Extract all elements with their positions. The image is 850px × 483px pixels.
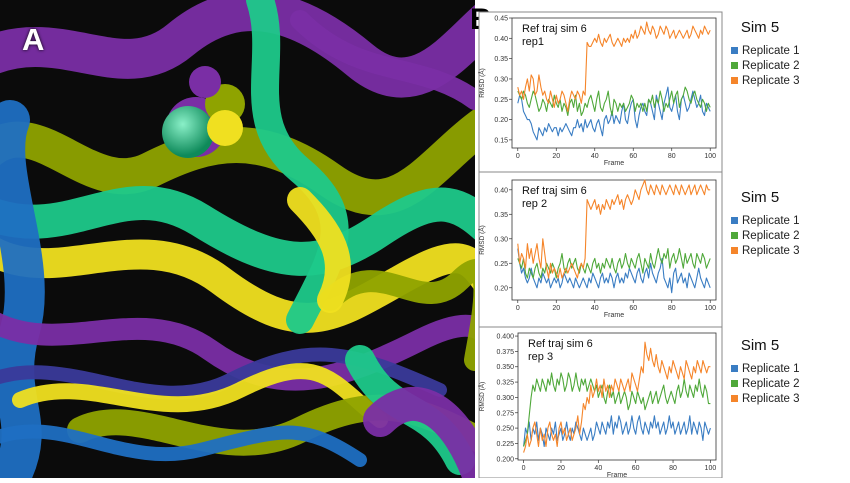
x-tick-label: 20	[552, 153, 560, 160]
protein-ribbon	[12, 363, 388, 428]
legend-entry: Replicate 1	[742, 215, 800, 227]
legend-entry: Replicate 3	[742, 245, 800, 257]
y-tick-label: 0.375	[496, 349, 514, 356]
y-axis-label: RMSD (Å)	[477, 225, 486, 255]
y-tick-label: 0.15	[494, 137, 508, 144]
plot-area	[517, 332, 717, 461]
y-tick-label: 0.30	[494, 76, 508, 83]
y-tick-label: 0.200	[496, 456, 514, 463]
y-tick-label: 0.250	[496, 426, 514, 433]
legend-swatch	[731, 77, 738, 84]
y-tick-label: 0.400	[496, 334, 514, 341]
x-tick-label: 80	[669, 465, 677, 472]
y-tick-label: 0.300	[496, 395, 514, 402]
legend-title: Sim 5	[741, 337, 779, 354]
x-tick-label: 0	[516, 305, 520, 312]
x-axis-label: Frame	[607, 472, 627, 478]
x-tick-label: 60	[629, 153, 637, 160]
x-tick-label: 100	[705, 465, 717, 472]
y-tick-label: 0.20	[494, 285, 508, 292]
legend-swatch	[731, 365, 738, 372]
protein-ribbon	[363, 386, 497, 483]
legend-swatch	[731, 380, 738, 387]
y-axis-label: RMSD (Å)	[477, 68, 486, 98]
y-tick-label: 0.35	[494, 212, 508, 219]
chart-annotation: Ref traj sim 6	[522, 185, 587, 197]
legend-entry: Replicate 3	[742, 393, 800, 405]
series-line-replicate-2	[517, 86, 711, 117]
panel-a-label: A	[22, 22, 45, 57]
x-tick-label: 60	[629, 305, 637, 312]
legend-entry: Replicate 2	[742, 60, 800, 72]
y-tick-label: 0.30	[494, 236, 508, 243]
legend-entry: Replicate 2	[742, 378, 800, 390]
series-line-replicate-1	[517, 86, 711, 141]
ligand-spheres	[162, 66, 245, 158]
legend-swatch	[731, 47, 738, 54]
x-tick-label: 80	[668, 153, 676, 160]
legend-entry: Replicate 3	[742, 75, 800, 87]
y-tick-label: 0.20	[494, 117, 508, 124]
protein-ribbon	[0, 186, 517, 276]
y-tick-label: 0.275	[496, 410, 514, 417]
chart-frame	[478, 326, 723, 478]
x-tick-label: 80	[668, 305, 676, 312]
y-tick-label: 0.25	[494, 97, 508, 104]
protein-ribbon	[0, 424, 367, 467]
legend-title: Sim 5	[741, 189, 779, 206]
x-tick-label: 20	[557, 465, 565, 472]
y-tick-label: 0.350	[496, 364, 514, 371]
x-axis-label: Frame	[604, 160, 624, 167]
x-tick-label: 40	[591, 305, 599, 312]
y-tick-label: 0.40	[494, 187, 508, 194]
series-line-replicate-1	[517, 248, 711, 294]
x-tick-label: 0	[522, 465, 526, 472]
legend-swatch	[731, 232, 738, 239]
x-tick-label: 100	[704, 153, 716, 160]
plot-area	[511, 179, 717, 301]
legend-entry: Replicate 1	[742, 45, 800, 57]
legend-swatch	[731, 247, 738, 254]
plot-area	[511, 17, 717, 149]
legend-swatch	[731, 62, 738, 69]
y-tick-label: 0.225	[496, 441, 514, 448]
protein-ribbon	[287, 187, 351, 313]
chart-annotation: rep 3	[528, 351, 553, 363]
legend-swatch	[731, 395, 738, 402]
protein-ribbon-drawing	[0, 0, 520, 483]
x-axis-label: Frame	[604, 312, 624, 319]
series-line-replicate-3	[517, 21, 711, 112]
series-line-replicate-2	[523, 372, 711, 447]
y-tick-label: 0.45	[494, 16, 508, 23]
x-tick-label: 100	[704, 305, 716, 312]
chart-annotation: rep1	[522, 36, 544, 48]
x-tick-label: 40	[594, 465, 602, 472]
chart-frame	[478, 171, 723, 328]
legend-swatch	[731, 217, 738, 224]
x-tick-label: 40	[591, 153, 599, 160]
legend-title: Sim 5	[741, 19, 779, 36]
x-tick-label: 60	[632, 465, 640, 472]
y-tick-label: 0.325	[496, 380, 514, 387]
legend-entry: Replicate 2	[742, 230, 800, 242]
y-tick-label: 0.25	[494, 261, 508, 268]
chart-frame	[478, 11, 723, 175]
series-line-replicate-3	[517, 179, 711, 279]
y-tick-label: 0.40	[494, 36, 508, 43]
series-line-replicate-1	[523, 415, 711, 448]
y-axis-label: RMSD (Å)	[477, 382, 486, 412]
protein-structure-image: A	[0, 0, 520, 483]
y-tick-label: 0.35	[494, 56, 508, 63]
x-tick-label: 20	[552, 305, 560, 312]
chart-annotation: rep 2	[522, 198, 547, 210]
x-tick-label: 0	[516, 153, 520, 160]
protein-ribbon	[0, 102, 508, 216]
legend-entry: Replicate 1	[742, 363, 800, 375]
chart-annotation: Ref traj sim 6	[522, 23, 587, 35]
protein-ribbon	[290, 10, 485, 110]
series-line-replicate-3	[523, 341, 711, 453]
chart-annotation: Ref traj sim 6	[528, 338, 593, 350]
